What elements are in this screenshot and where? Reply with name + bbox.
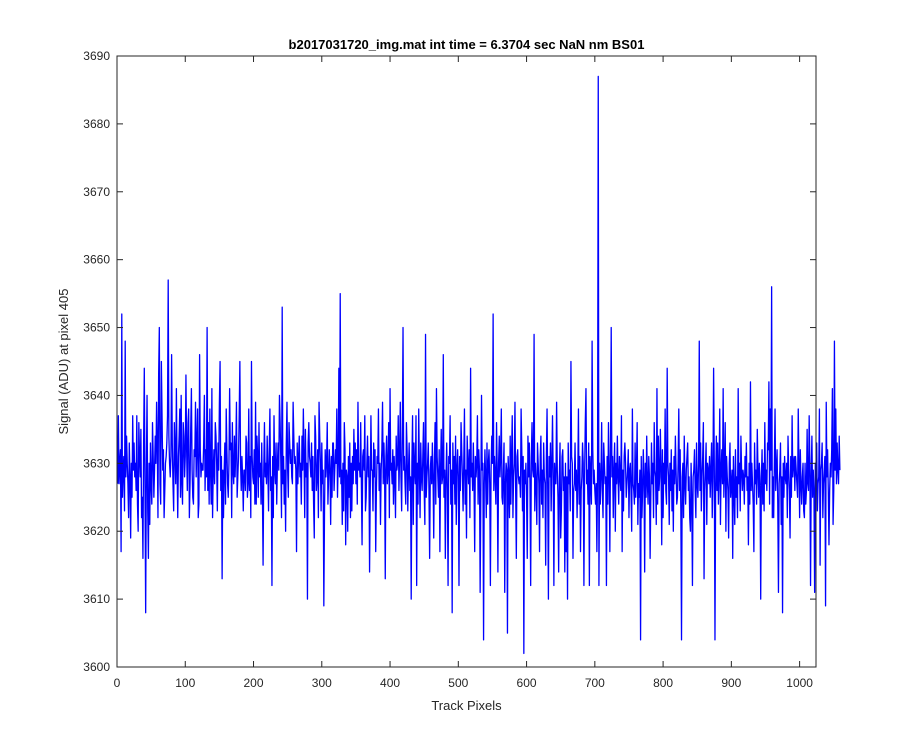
x-tick-label: 600 (517, 676, 537, 690)
y-axis-ticks: 3600 3610 3620 3630 3640 3650 3660 3670 3680 3690 (83, 49, 816, 674)
x-tick-label: 1000 (786, 676, 813, 690)
y-tick-label: 3640 (83, 388, 110, 402)
x-tick-label: 700 (585, 676, 605, 690)
y-axis-label: Signal (ADU) at pixel 405 (56, 289, 71, 435)
x-tick-label: 0 (114, 676, 121, 690)
y-tick-label: 3610 (83, 592, 110, 606)
series-layer (117, 75, 841, 655)
x-tick-label: 400 (380, 676, 400, 690)
x-tick-label: 500 (448, 676, 468, 690)
x-tick-label: 100 (175, 676, 195, 690)
x-tick-label: 300 (312, 676, 332, 690)
y-tick-label: 3620 (83, 524, 110, 538)
x-axis-label: Track Pixels (431, 698, 502, 713)
x-tick-label: 800 (653, 676, 673, 690)
y-tick-label: 3600 (83, 660, 110, 674)
y-tick-label: 3660 (83, 253, 110, 267)
x-tick-label: 200 (244, 676, 264, 690)
x-axis-ticks: 0 100 200 300 400 500 600 700 800 900 1000 (114, 56, 813, 690)
x-tick-label: 900 (721, 676, 741, 690)
y-tick-label: 3650 (83, 321, 110, 335)
y-tick-label: 3670 (83, 185, 110, 199)
y-tick-label: 3690 (83, 49, 110, 63)
chart-title: b2017031720_img.mat int time = 6.3704 se… (289, 37, 645, 52)
y-tick-label: 3630 (83, 456, 110, 470)
plot-frame (116, 55, 817, 668)
series-line-0 (117, 75, 841, 655)
y-tick-label: 3680 (83, 117, 110, 131)
